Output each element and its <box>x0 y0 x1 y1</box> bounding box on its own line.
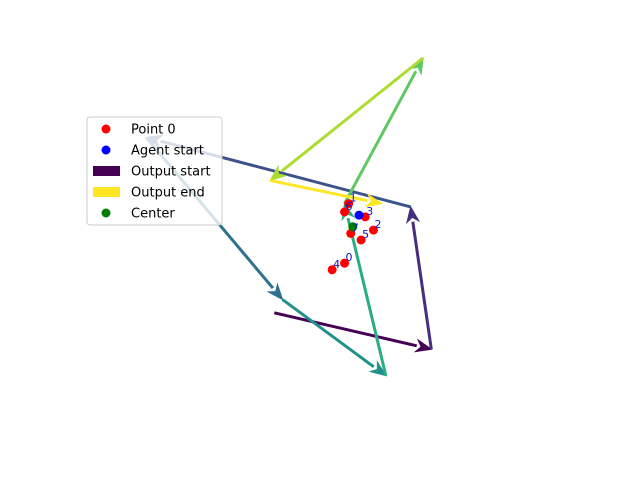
trajectory-arrowhead <box>266 282 284 301</box>
legend-label: Output end <box>131 186 205 201</box>
trajectory-arrowhead <box>413 338 433 353</box>
legend: Point 0 Agent start Output start Output end… <box>86 116 223 226</box>
legend-marker <box>101 145 111 155</box>
trajectory-segment <box>411 221 433 350</box>
legend-marker <box>101 124 111 134</box>
point-label: 3 <box>366 205 373 218</box>
legend-label: Output start <box>131 165 211 180</box>
trajectory-arrow <box>281 298 387 377</box>
trajectory-segment <box>346 217 388 377</box>
trajectory-arrow <box>405 205 433 350</box>
legend-label: Agent start <box>131 144 204 159</box>
point-marker <box>340 207 350 217</box>
legend-frame <box>86 116 223 226</box>
legend-entry: Center <box>101 207 175 222</box>
legend-items: Point 0 Agent start Output start Output end… <box>93 123 211 222</box>
point-label: 6 <box>346 200 353 213</box>
trajectory-arrow <box>273 311 433 353</box>
point-marker <box>356 235 366 245</box>
point-label: 0 <box>346 251 353 264</box>
point-label: 2 <box>374 218 381 231</box>
trajectory-segment <box>281 298 375 368</box>
trajectory-arrowhead <box>269 164 288 182</box>
trajectory-arrow <box>269 56 425 182</box>
legend-marker <box>101 208 111 218</box>
trajectory-layer <box>144 56 433 377</box>
legend-label: Point 0 <box>131 123 176 138</box>
trajectory-segment <box>273 311 418 348</box>
legend-label: Center <box>131 207 175 222</box>
trajectory-arrow <box>343 56 424 205</box>
point-marker <box>340 258 350 268</box>
legend-swatch <box>93 187 120 197</box>
legend-entry: Point 0 <box>101 123 176 138</box>
point-label: 4 <box>333 258 340 271</box>
trajectory-arrow <box>269 178 384 208</box>
trajectory-segment <box>343 70 418 205</box>
point-label: 7 <box>352 221 359 234</box>
trajectory-segment <box>280 56 425 173</box>
trajectory-segment <box>269 178 368 203</box>
point-label: 1 <box>350 192 357 205</box>
point-marker <box>368 225 378 235</box>
trajectory-arrowhead <box>364 193 384 208</box>
legend-entry: Output end <box>93 186 205 201</box>
legend-entry: Agent start <box>101 144 204 159</box>
trajectory-arrowhead <box>368 360 387 377</box>
trajectory-arrowhead <box>405 205 421 225</box>
point-marker <box>327 265 337 275</box>
center-marker <box>348 222 358 232</box>
legend-swatch <box>93 166 120 176</box>
point-label: 5 <box>362 228 369 241</box>
agent-start-marker <box>354 210 364 220</box>
legend-entry: Output start <box>93 165 211 180</box>
point-marker <box>344 199 354 209</box>
